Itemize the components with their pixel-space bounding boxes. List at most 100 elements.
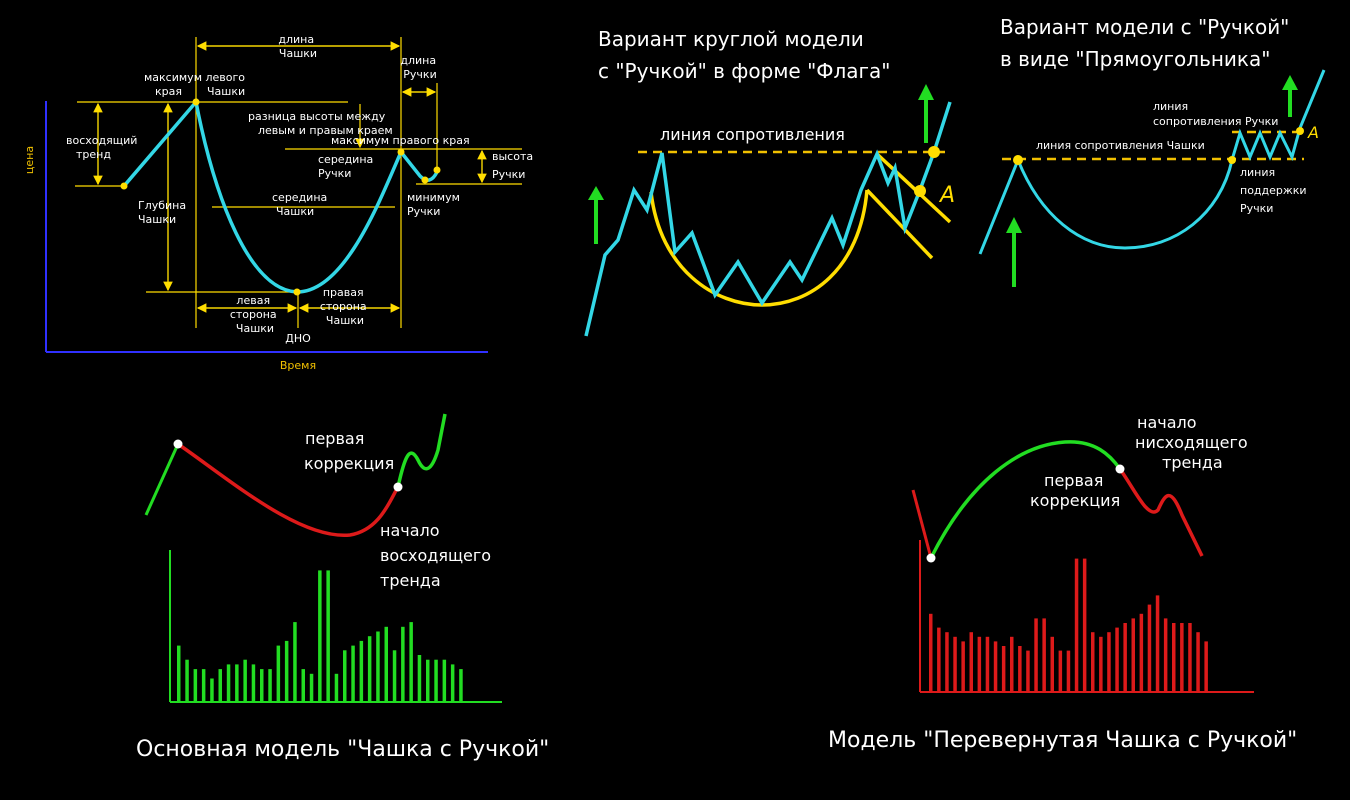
volume-bar: [276, 645, 281, 702]
volume-bar: [376, 631, 380, 702]
volume-bar: [359, 640, 364, 702]
up-arrow-icon: [1006, 217, 1022, 287]
svg-text:длина Чашки: длина Чашки: [278, 33, 317, 60]
volume-bar: [450, 664, 455, 702]
inverted-first-correction-label: первая: [1044, 471, 1103, 490]
volume-bar: [301, 669, 305, 702]
volume-bar: [193, 669, 198, 702]
right-side-label: правая: [323, 286, 364, 299]
volume-bar: [417, 655, 422, 702]
volume-bar: [384, 626, 388, 702]
volume-bar: [201, 669, 206, 702]
volume-bar: [1196, 632, 1200, 692]
handle-min-point: [421, 176, 429, 184]
volume-bar: [326, 570, 330, 702]
rect-handle-zigzag: [1230, 69, 1326, 162]
basic-model-panel: первая коррекция начало восходящего трен…: [136, 413, 549, 762]
volume-bar: [1026, 650, 1030, 692]
volume-bar: [1034, 618, 1038, 692]
volume-bar: [409, 622, 413, 702]
handle-resistance-label: линия: [1153, 100, 1188, 113]
svg-text:правая сторона Чаш: правая сторона Чашки: [320, 286, 370, 327]
handle-length-label: длина: [400, 54, 436, 67]
volume-bar: [953, 636, 957, 692]
svg-text:Вариант модели с "Ручкой": Вариант модели с "Ручкой" в виде "Прямоу…: [1000, 15, 1296, 71]
svg-text:восходящий тренд: восходящий тренд: [66, 134, 141, 161]
cup-depth-label: Глубина: [138, 199, 186, 212]
svg-text:середина Чашки: середина Чашки: [272, 191, 331, 218]
inverted-caption: Модель "Перевернутая Чашка с Ручкой": [828, 728, 1297, 753]
volume-bar: [1147, 604, 1152, 692]
svg-text:середина Ручки: середина Ручки: [318, 153, 377, 180]
anatomy-panel: цена Время: [23, 33, 537, 372]
svg-text:левая сторона Чашк: левая сторона Чашки: [230, 294, 280, 335]
volume-bar: [177, 645, 181, 702]
volume-bar: [969, 632, 973, 692]
up-arrow-icon: [588, 186, 604, 244]
start-point: [120, 182, 128, 190]
svg-text:высота Ручки: высота Ручки: [492, 150, 537, 181]
inverted-green-dome: [929, 440, 1122, 559]
rect-point-a: A: [1307, 123, 1319, 142]
flag-variant-title: Вариант круглой модели: [598, 27, 864, 51]
volume-bar: [985, 636, 990, 692]
volume-bar: [442, 659, 447, 702]
flag-point-a: A: [938, 183, 955, 208]
rect-variant-title: Вариант модели с "Ручкой": [1000, 15, 1289, 39]
volume-bar: [434, 659, 438, 702]
basic-green-handle: [396, 413, 447, 488]
bottom-label: ДНО: [285, 332, 311, 345]
volume-bar: [185, 659, 189, 702]
volume-bar: [1188, 623, 1192, 692]
left-side-label: левая: [236, 294, 270, 307]
rect-cup-curve: [978, 155, 1234, 255]
volume-bar: [334, 673, 339, 702]
volume-bar: [235, 664, 239, 702]
basic-green-rise: [144, 443, 180, 516]
svg-text:линия сопротивления Ручк: линия сопротивления Ручки: [1153, 100, 1278, 128]
handle-end-point: [433, 166, 441, 174]
guide-lines: [75, 37, 522, 328]
svg-text:разница высоты между лев: разница высоты между левым и правым крае…: [248, 110, 393, 137]
basic-first-correction-label: первая: [305, 429, 364, 448]
up-arrow-icon: [918, 84, 934, 143]
svg-text:Глубина Чашки: Глубина Чашки: [138, 199, 190, 226]
flag-cup-arc: [649, 189, 869, 307]
bottom-point: [293, 288, 301, 296]
volume-bar: [1115, 627, 1119, 692]
right-max-point: [397, 148, 405, 156]
left-max-point: [192, 98, 200, 106]
cup-length-label: длина: [278, 33, 314, 46]
svg-text:линия поддержки Ру: линия поддержки Ручки: [1240, 166, 1310, 215]
flag-resistance-label: линия сопротивления: [660, 125, 845, 144]
volume-bar: [1155, 595, 1160, 692]
flag-lower-line: [865, 188, 934, 260]
volume-bar: [1139, 613, 1144, 692]
rect-variant-panel: Вариант модели с "Ручкой" в виде "Прямоу…: [978, 15, 1326, 287]
inverted-downtrend-label: начало: [1137, 413, 1197, 432]
volume-bar: [1163, 618, 1168, 692]
volume-bar: [1050, 636, 1054, 692]
volume-bar: [260, 669, 264, 702]
volume-bar: [1058, 650, 1063, 692]
volume-bar: [1010, 636, 1014, 692]
svg-text:первая коррекция: первая коррекция: [1030, 471, 1120, 510]
volume-bar: [1074, 558, 1079, 692]
svg-text:максимум левого края: максимум левого края Чашки: [144, 71, 249, 98]
volume-bar: [977, 636, 982, 692]
volume-bar: [243, 659, 247, 702]
volume-bar: [401, 626, 405, 702]
volume-bar: [226, 664, 231, 702]
volume-bar: [1091, 632, 1095, 692]
volume-bar: [1131, 618, 1135, 692]
volume-bar: [343, 650, 347, 702]
right-max-label: максимум правого края: [331, 134, 470, 147]
volume-bar: [284, 640, 289, 702]
inverted-red-drop: [911, 489, 933, 559]
volume-bar: [1180, 623, 1184, 692]
height-diff-label: разница высоты между: [248, 110, 386, 123]
left-max-label: максимум левого: [144, 71, 245, 84]
volume-bar: [351, 645, 355, 702]
volume-bar: [1001, 646, 1006, 692]
